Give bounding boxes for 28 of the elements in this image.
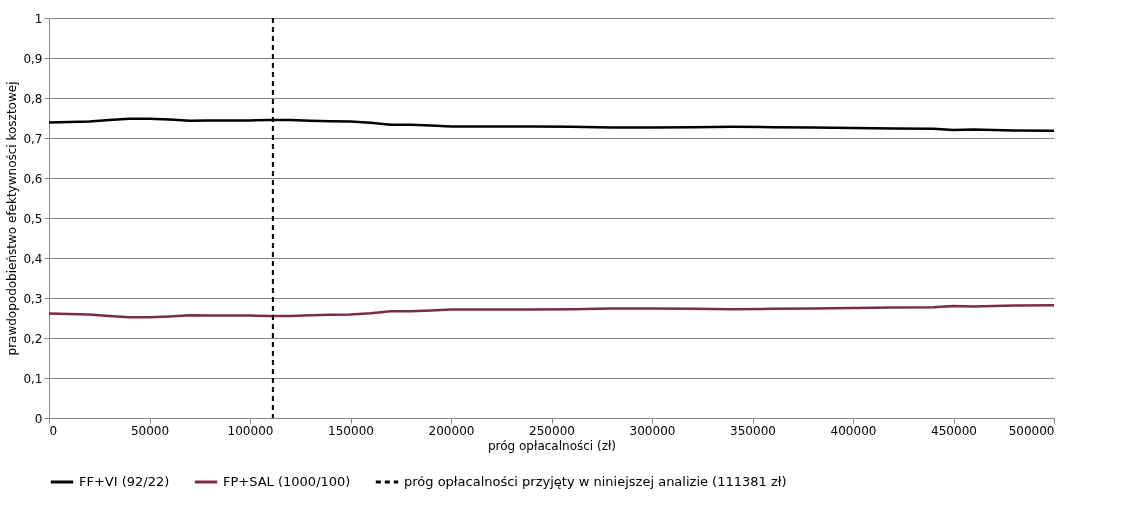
x-tick-label: 500000: [1008, 423, 1055, 438]
y-tick-label: 0,5: [23, 211, 43, 226]
x-axis-title: próg opłacalności (zł): [487, 438, 617, 453]
x-tick-label: 100000: [227, 423, 274, 438]
y-tick-label: 0,4: [23, 251, 43, 266]
x-tick-label: 300000: [629, 423, 676, 438]
legend-label: próg opłacalności przyjęty w niniejszej analizie (111381 zł): [404, 474, 787, 489]
y-tick-label: 0: [34, 411, 43, 426]
y-tick-label: 0,2: [23, 331, 43, 346]
y-tick-label: 0,6: [23, 171, 43, 186]
y-axis-title: prawdopodobieństwo efektywności kosztowej: [5, 81, 20, 356]
x-tick-label: 450000: [931, 423, 977, 438]
x-tick-label: 50000: [130, 423, 170, 438]
x-tick-label: 250000: [529, 423, 575, 438]
x-tick-label: 150000: [328, 423, 374, 438]
x-tick-label: 200000: [428, 423, 475, 438]
y-tick-label: 0,7: [23, 131, 43, 146]
line-series: [47, 303, 1056, 319]
x-tick-label: 400000: [830, 423, 877, 438]
legend-label: FF+VI (92/22): [79, 474, 170, 489]
x-tick-label: 350000: [730, 423, 776, 438]
y-tick-label: 0,1: [23, 371, 43, 386]
x-tick-label: 0: [49, 423, 58, 438]
y-tick-label: 0,9: [23, 51, 43, 66]
y-tick-label: 0,8: [23, 91, 43, 106]
y-tick-label: 1: [34, 11, 43, 26]
legend-label: FP+SAL (1000/100): [223, 474, 351, 489]
y-tick-label: 0,3: [23, 291, 43, 306]
